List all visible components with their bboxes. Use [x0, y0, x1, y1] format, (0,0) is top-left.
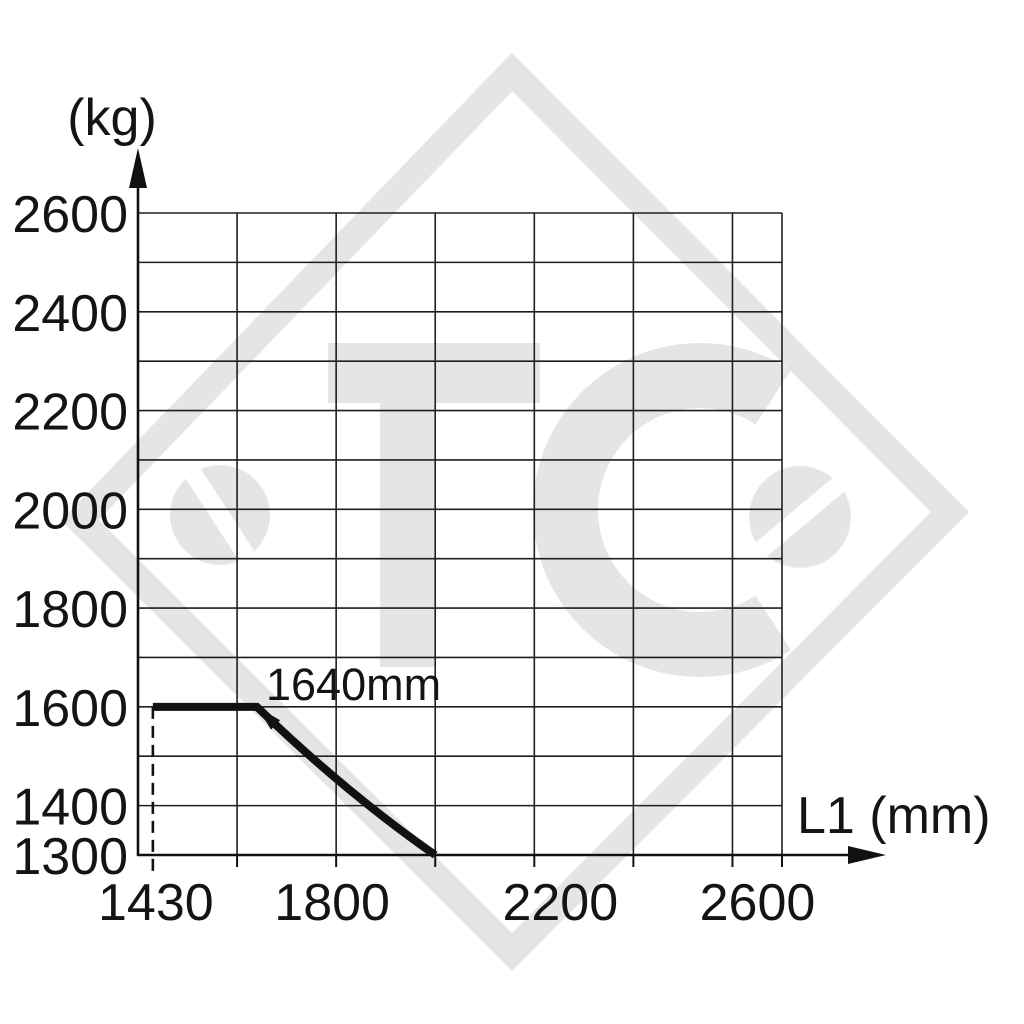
y-tick-label-2400: 2400 — [12, 285, 128, 343]
watermark-letter-C — [533, 343, 791, 677]
watermark-screw-head-right-icon — [749, 466, 851, 568]
x-axis-title: L1 (mm) — [797, 787, 991, 845]
x-tick-label-2600: 2600 — [700, 874, 816, 932]
y-tick-label-2600: 2600 — [12, 186, 128, 244]
y-axis-arrow-icon — [129, 148, 147, 188]
kink-annotation-label: 1640mm — [266, 659, 442, 710]
x-tick-label-1430: 1430 — [98, 874, 214, 932]
x-axis-arrow-icon — [848, 846, 886, 864]
watermark-screw-head-left-icon — [170, 465, 270, 565]
axes — [129, 148, 886, 864]
y-tick-label-2200: 2200 — [12, 384, 128, 442]
watermark-diamond-outline — [61, 52, 970, 972]
watermark-letter-T-bar — [328, 343, 540, 403]
y-tick-label-2000: 2000 — [12, 482, 128, 540]
tc-logo-watermark — [61, 52, 970, 972]
x-tick-label-1800: 1800 — [274, 874, 390, 932]
y-tick-label-1400: 1400 — [12, 779, 128, 837]
y-tick-label-1600: 1600 — [12, 680, 128, 738]
watermark-letter-T-stem — [380, 403, 435, 667]
y-tick-label-1800: 1800 — [12, 581, 128, 639]
annotation-arrowhead-icon — [256, 706, 281, 730]
y-tick-label-1300: 1300 — [12, 828, 128, 886]
x-tick-label-2200: 2200 — [502, 874, 618, 932]
y-axis-unit-label: (kg) — [67, 89, 157, 147]
x-axis-ticks — [236, 855, 783, 867]
